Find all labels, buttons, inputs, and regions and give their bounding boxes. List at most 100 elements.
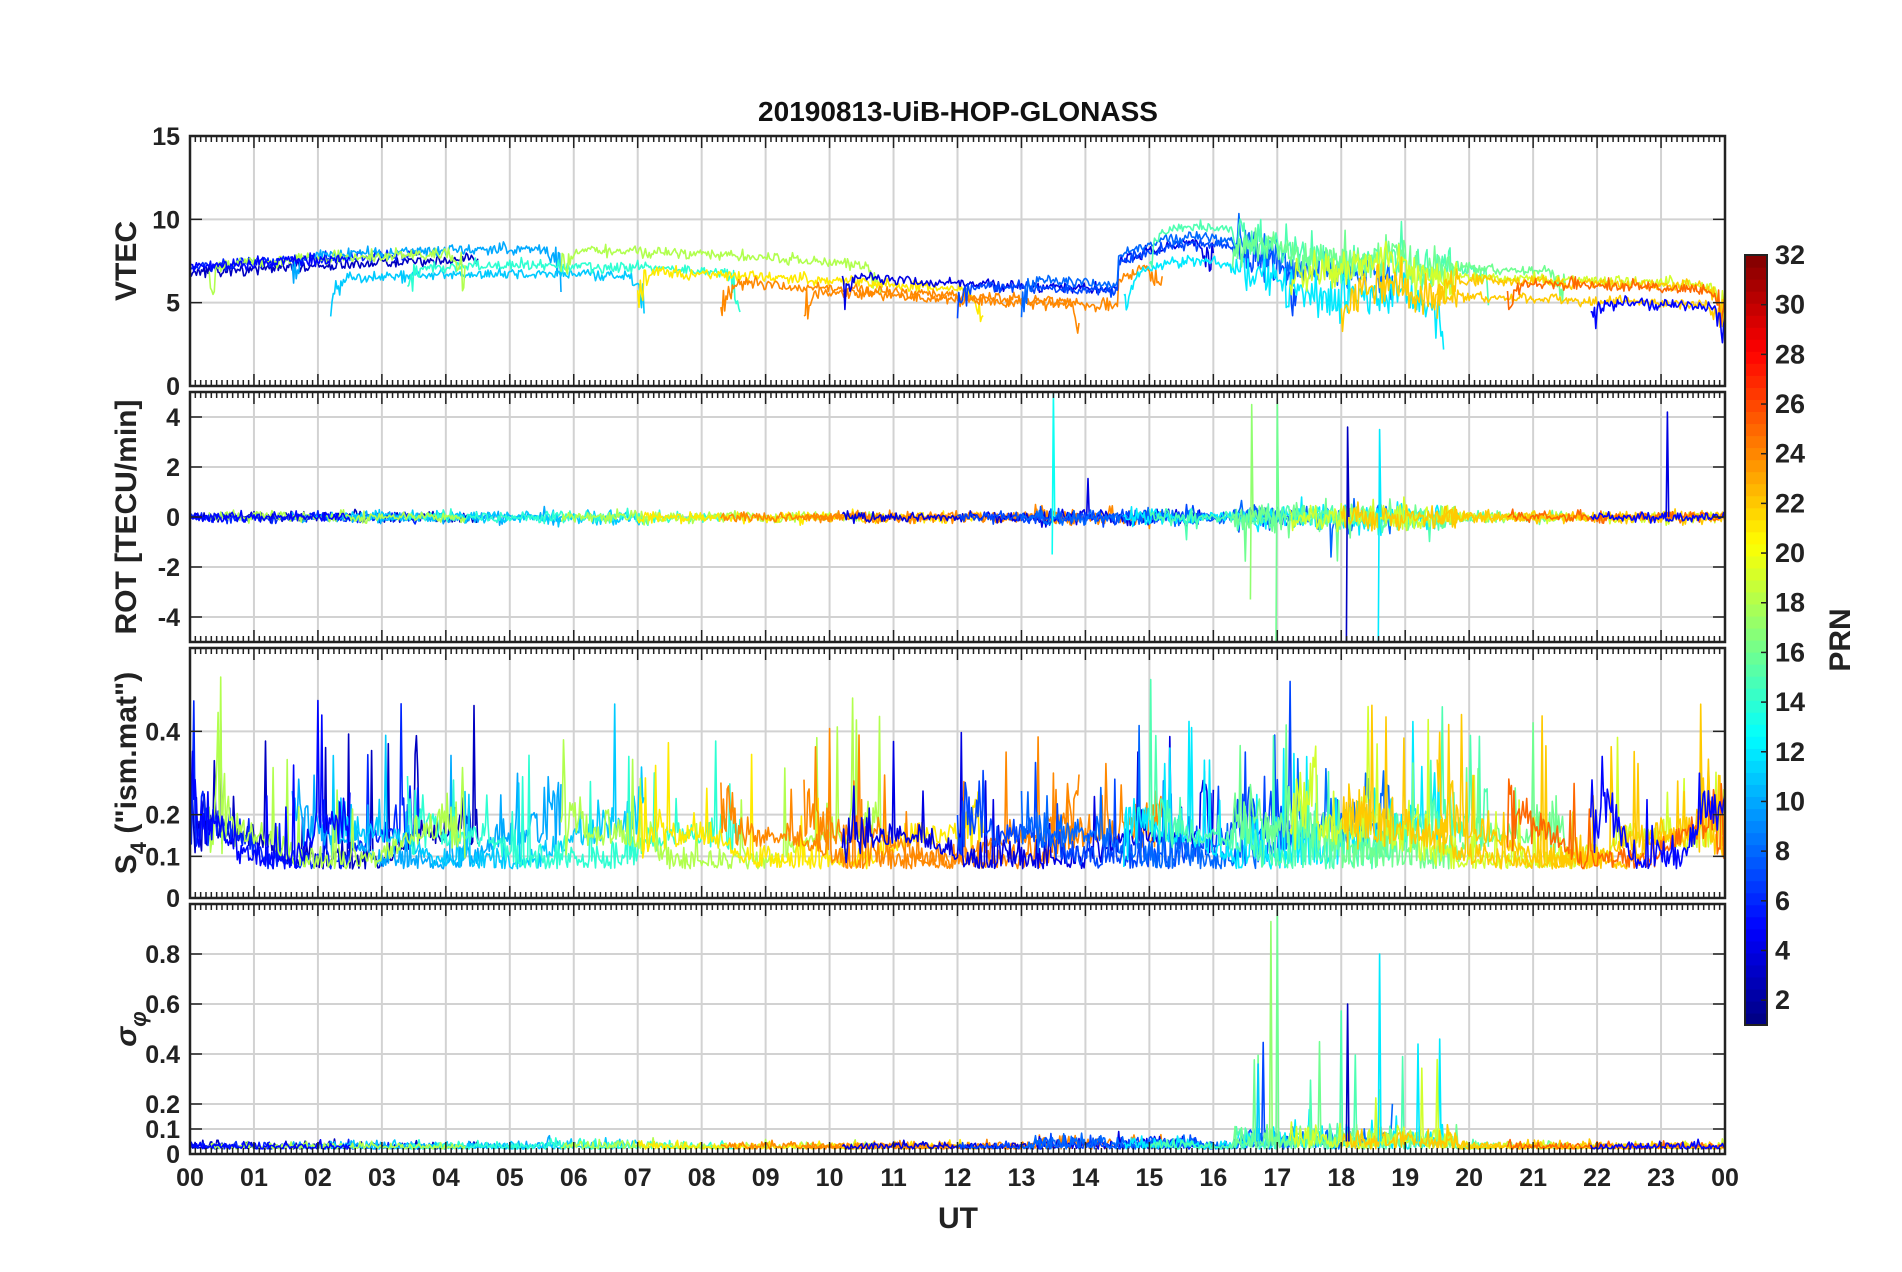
series-group bbox=[190, 905, 1725, 1150]
colorbar-frame bbox=[1744, 254, 1768, 1026]
ylabel-main: S bbox=[110, 854, 143, 874]
series-line bbox=[1377, 428, 1382, 642]
y-axis-title: σφ bbox=[110, 1011, 151, 1046]
y-tick-label: 0.1 bbox=[145, 1116, 180, 1144]
x-tick-label: 03 bbox=[368, 1164, 396, 1192]
colorbar-band bbox=[1745, 1012, 1767, 1026]
y-tick-label: 0.2 bbox=[145, 802, 180, 830]
axes-box bbox=[188, 390, 1727, 644]
x-tick-label: 01 bbox=[240, 1164, 268, 1192]
colorbar-tick-label: 18 bbox=[1775, 588, 1805, 618]
colorbar-tick-label: 32 bbox=[1775, 240, 1805, 270]
colorbar-band bbox=[1745, 279, 1767, 292]
panel-rot: -4 -2 0 2 4 ROT [TECU/min] bbox=[110, 390, 1727, 644]
x-tick-label: 13 bbox=[1008, 1164, 1036, 1192]
colorbar-band bbox=[1745, 543, 1767, 557]
y-tick-label: 0 bbox=[166, 1141, 180, 1169]
x-tick-label: 15 bbox=[1135, 1164, 1163, 1192]
colorbar-band bbox=[1745, 988, 1767, 1002]
colorbar-band bbox=[1745, 315, 1767, 328]
colorbar-tick-label: 22 bbox=[1775, 488, 1805, 518]
series-line bbox=[1345, 1003, 1350, 1142]
colorbar-band bbox=[1745, 435, 1767, 449]
y-tick-label: -2 bbox=[158, 554, 180, 582]
series-line bbox=[1589, 1138, 1725, 1150]
colorbar-band bbox=[1745, 387, 1767, 400]
y-tick-label: -4 bbox=[158, 604, 180, 632]
series-line bbox=[1590, 511, 1725, 524]
x-tick-label: 20 bbox=[1455, 1164, 1483, 1192]
y-tick-label: 0.1 bbox=[145, 843, 180, 871]
ylabel-subscript: 4 bbox=[126, 841, 151, 854]
y-tick-label: 4 bbox=[166, 404, 180, 432]
y-axis-title: VTEC bbox=[110, 221, 143, 301]
colorbar-tick-label: 4 bbox=[1775, 935, 1790, 965]
series-line bbox=[190, 252, 351, 273]
colorbar-bands bbox=[1745, 255, 1767, 1026]
series-line bbox=[1436, 268, 1725, 319]
y-tick-label: 0.4 bbox=[145, 1041, 180, 1069]
axes-box bbox=[188, 646, 1727, 900]
x-tick-label: 11 bbox=[880, 1164, 907, 1192]
series-line bbox=[803, 264, 1163, 320]
colorbar-band bbox=[1745, 579, 1767, 593]
colorbar-tick-label: 28 bbox=[1775, 339, 1805, 369]
series-line bbox=[1415, 1043, 1421, 1142]
series-line bbox=[190, 699, 351, 870]
y-tick-label: 0.8 bbox=[145, 941, 180, 969]
x-tick-label: 09 bbox=[752, 1164, 780, 1192]
series-line bbox=[1506, 275, 1725, 325]
x-tick-label: 07 bbox=[624, 1164, 652, 1192]
y-tick-label: 0.4 bbox=[145, 718, 180, 746]
colorbar-tick-label: 30 bbox=[1775, 290, 1805, 320]
y-tick-labels: 00.10.2 0.4 0.6 0.8 bbox=[145, 941, 180, 1169]
x-tick-label: 22 bbox=[1583, 1164, 1611, 1192]
y-tick-labels: 0 0.1 0.2 0.4 bbox=[145, 718, 180, 913]
y-tick-label: 5 bbox=[166, 290, 180, 318]
x-axis-title: UT bbox=[938, 1202, 978, 1235]
x-tick-label: 18 bbox=[1327, 1164, 1355, 1192]
series-line bbox=[208, 676, 466, 870]
x-tick-labels: 00 01 02 03 04 05 06 07 08 09 10 11 12 13 14 15 16 17 18 19… bbox=[176, 1164, 1739, 1192]
y-tick-label: 0 bbox=[166, 504, 180, 532]
x-tick-label: 10 bbox=[816, 1164, 844, 1192]
colorbar-band bbox=[1745, 856, 1767, 870]
colorbar-band bbox=[1745, 820, 1767, 834]
x-tick-label: 17 bbox=[1263, 1164, 1291, 1192]
colorbar-band bbox=[1745, 1000, 1767, 1014]
colorbar-band bbox=[1745, 459, 1767, 473]
x-tick-label: 06 bbox=[560, 1164, 588, 1192]
series-line bbox=[1506, 778, 1725, 870]
colorbar-band bbox=[1745, 303, 1767, 316]
series-group bbox=[190, 676, 1725, 870]
colorbar-band bbox=[1745, 676, 1767, 689]
colorbar-band bbox=[1745, 904, 1767, 918]
series-line bbox=[1020, 724, 1394, 870]
colorbar-band bbox=[1745, 940, 1767, 954]
colorbar-band bbox=[1745, 808, 1767, 822]
colorbar-band bbox=[1745, 351, 1767, 364]
series-group bbox=[190, 212, 1725, 350]
series-line bbox=[1268, 920, 1273, 1142]
x-tick-label: 14 bbox=[1072, 1164, 1100, 1192]
colorbar-band bbox=[1745, 640, 1767, 653]
series-line bbox=[406, 256, 741, 313]
colorbar-band bbox=[1745, 892, 1767, 906]
series-line bbox=[190, 509, 351, 524]
colorbar-band bbox=[1745, 976, 1767, 990]
y-tick-label: 0 bbox=[166, 885, 180, 913]
series-line bbox=[1590, 295, 1725, 344]
series-line bbox=[1051, 392, 1056, 555]
colorbar-band bbox=[1745, 615, 1767, 629]
ylabel-subscript: φ bbox=[126, 1011, 151, 1026]
colorbar-band bbox=[1745, 291, 1767, 304]
series-line bbox=[1249, 403, 1254, 600]
axes-box bbox=[188, 134, 1727, 388]
colorbar-band bbox=[1745, 255, 1767, 268]
colorbar-band bbox=[1745, 591, 1767, 605]
y-tick-label: 0.2 bbox=[145, 1091, 180, 1119]
colorbar-band bbox=[1745, 519, 1767, 533]
colorbar-band bbox=[1745, 327, 1767, 340]
